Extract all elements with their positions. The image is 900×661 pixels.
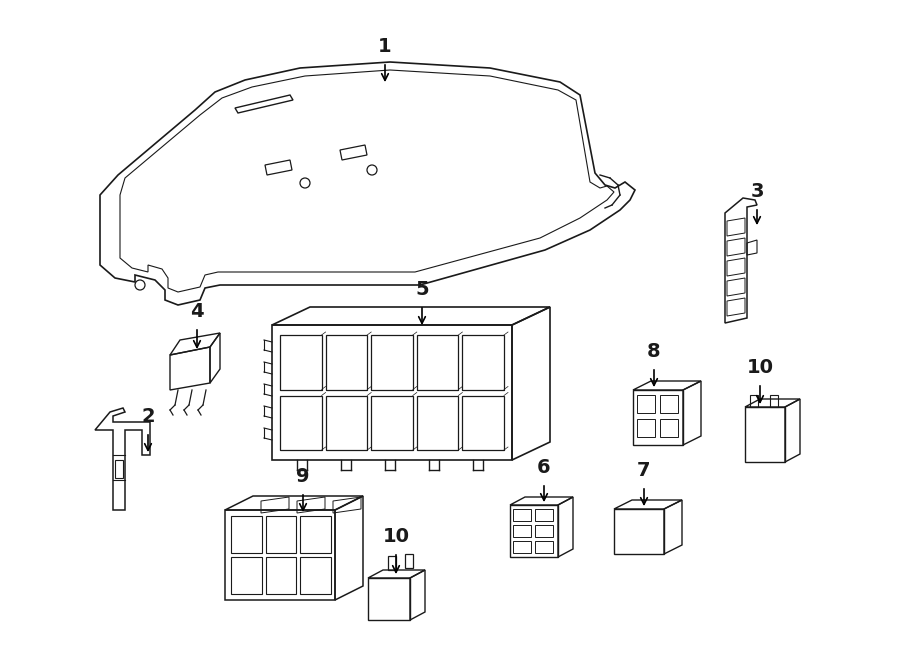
Text: 9: 9: [296, 467, 310, 486]
Text: 2: 2: [141, 407, 155, 426]
Text: 7: 7: [637, 461, 651, 480]
Text: 1: 1: [378, 37, 392, 56]
Text: 4: 4: [190, 302, 203, 321]
Text: 6: 6: [537, 458, 551, 477]
Text: 8: 8: [647, 342, 661, 361]
Text: 10: 10: [382, 527, 410, 546]
Text: 10: 10: [746, 358, 773, 377]
Text: 3: 3: [751, 182, 764, 201]
Text: 5: 5: [415, 280, 428, 299]
